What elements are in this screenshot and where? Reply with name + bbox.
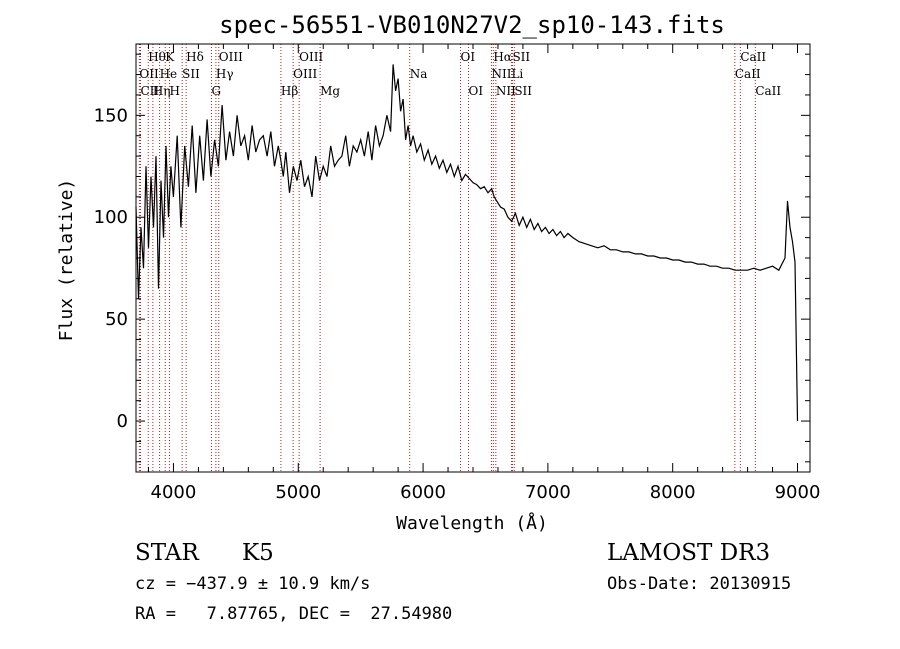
object-class: STAR [135, 540, 199, 566]
spectral-line-label: SII [514, 84, 532, 98]
spectral-line-label: OIII [299, 50, 323, 64]
spectral-line-label: Hθ [148, 50, 166, 64]
spectral-line-label: G [212, 84, 222, 98]
spectral-line-label: NII [491, 67, 511, 81]
chart-title: spec-56551-VB010N27V2_sp10-143.fits [219, 11, 725, 39]
spectral-line-label: OIII [219, 50, 243, 64]
spectral-line-label: Hη [153, 84, 171, 98]
spectral-line-label: Hδ [186, 50, 204, 64]
x-axis-label: Wavelength (Å) [396, 512, 548, 534]
spectral-line-label: CaII [755, 84, 781, 98]
spectral-line-label: Hβ [281, 84, 298, 98]
plot-frame [135, 43, 811, 473]
spectral-line-label: CII [140, 84, 159, 98]
y-tick-label: 0 [117, 411, 128, 432]
axis-ticks: 4000 5000 6000 7000 8000 9000 0 50 100 150 [94, 44, 821, 503]
redshift-velocity: cz = −437.9 ± 10.9 km/s [135, 574, 371, 594]
spectral-line-label: SII [512, 50, 530, 64]
spectral-line-label: He [160, 67, 178, 81]
y-axis-label: Flux (relative) [56, 179, 77, 342]
spectral-line-label: OII [139, 67, 159, 81]
x-tick-label: 5000 [275, 482, 321, 503]
y-tick-label: 150 [94, 105, 128, 126]
x-tick-label: 6000 [400, 482, 446, 503]
spectral-line-label: SII [182, 67, 200, 81]
x-tick-label: 4000 [151, 482, 197, 503]
observation-date: Obs-Date: 20130915 [607, 574, 792, 594]
x-tick-label: 7000 [525, 482, 571, 503]
spectral-line-label: Na [410, 67, 428, 81]
spectral-line-label: CaII [740, 50, 766, 64]
spectral-line-label: CaII [735, 67, 761, 81]
spectral-line-label: OI [461, 50, 476, 64]
spectral-line-label: OIII [293, 67, 317, 81]
spectral-line-label: H [169, 84, 179, 98]
coordinates: RA = 7.87765, DEC = 27.54980 [135, 604, 453, 624]
survey-name: LAMOST DR3 [607, 540, 771, 566]
spectral-line-label: Mg [320, 84, 340, 98]
x-tick-label: 8000 [650, 482, 696, 503]
spectral-line-label: Li [511, 67, 523, 81]
y-tick-label: 50 [105, 309, 128, 330]
spectral-line-label: K [165, 50, 175, 64]
object-subclass: K5 [242, 540, 274, 566]
x-tick-label: 9000 [775, 482, 821, 503]
spectral-line-label: NII [496, 84, 516, 98]
flux-series-line [135, 64, 799, 422]
y-tick-label: 100 [94, 207, 128, 228]
spectral-line-label: OI [469, 84, 484, 98]
spectral-line-label: Hα [493, 50, 512, 64]
spectral-line-label: Hγ [216, 67, 234, 81]
